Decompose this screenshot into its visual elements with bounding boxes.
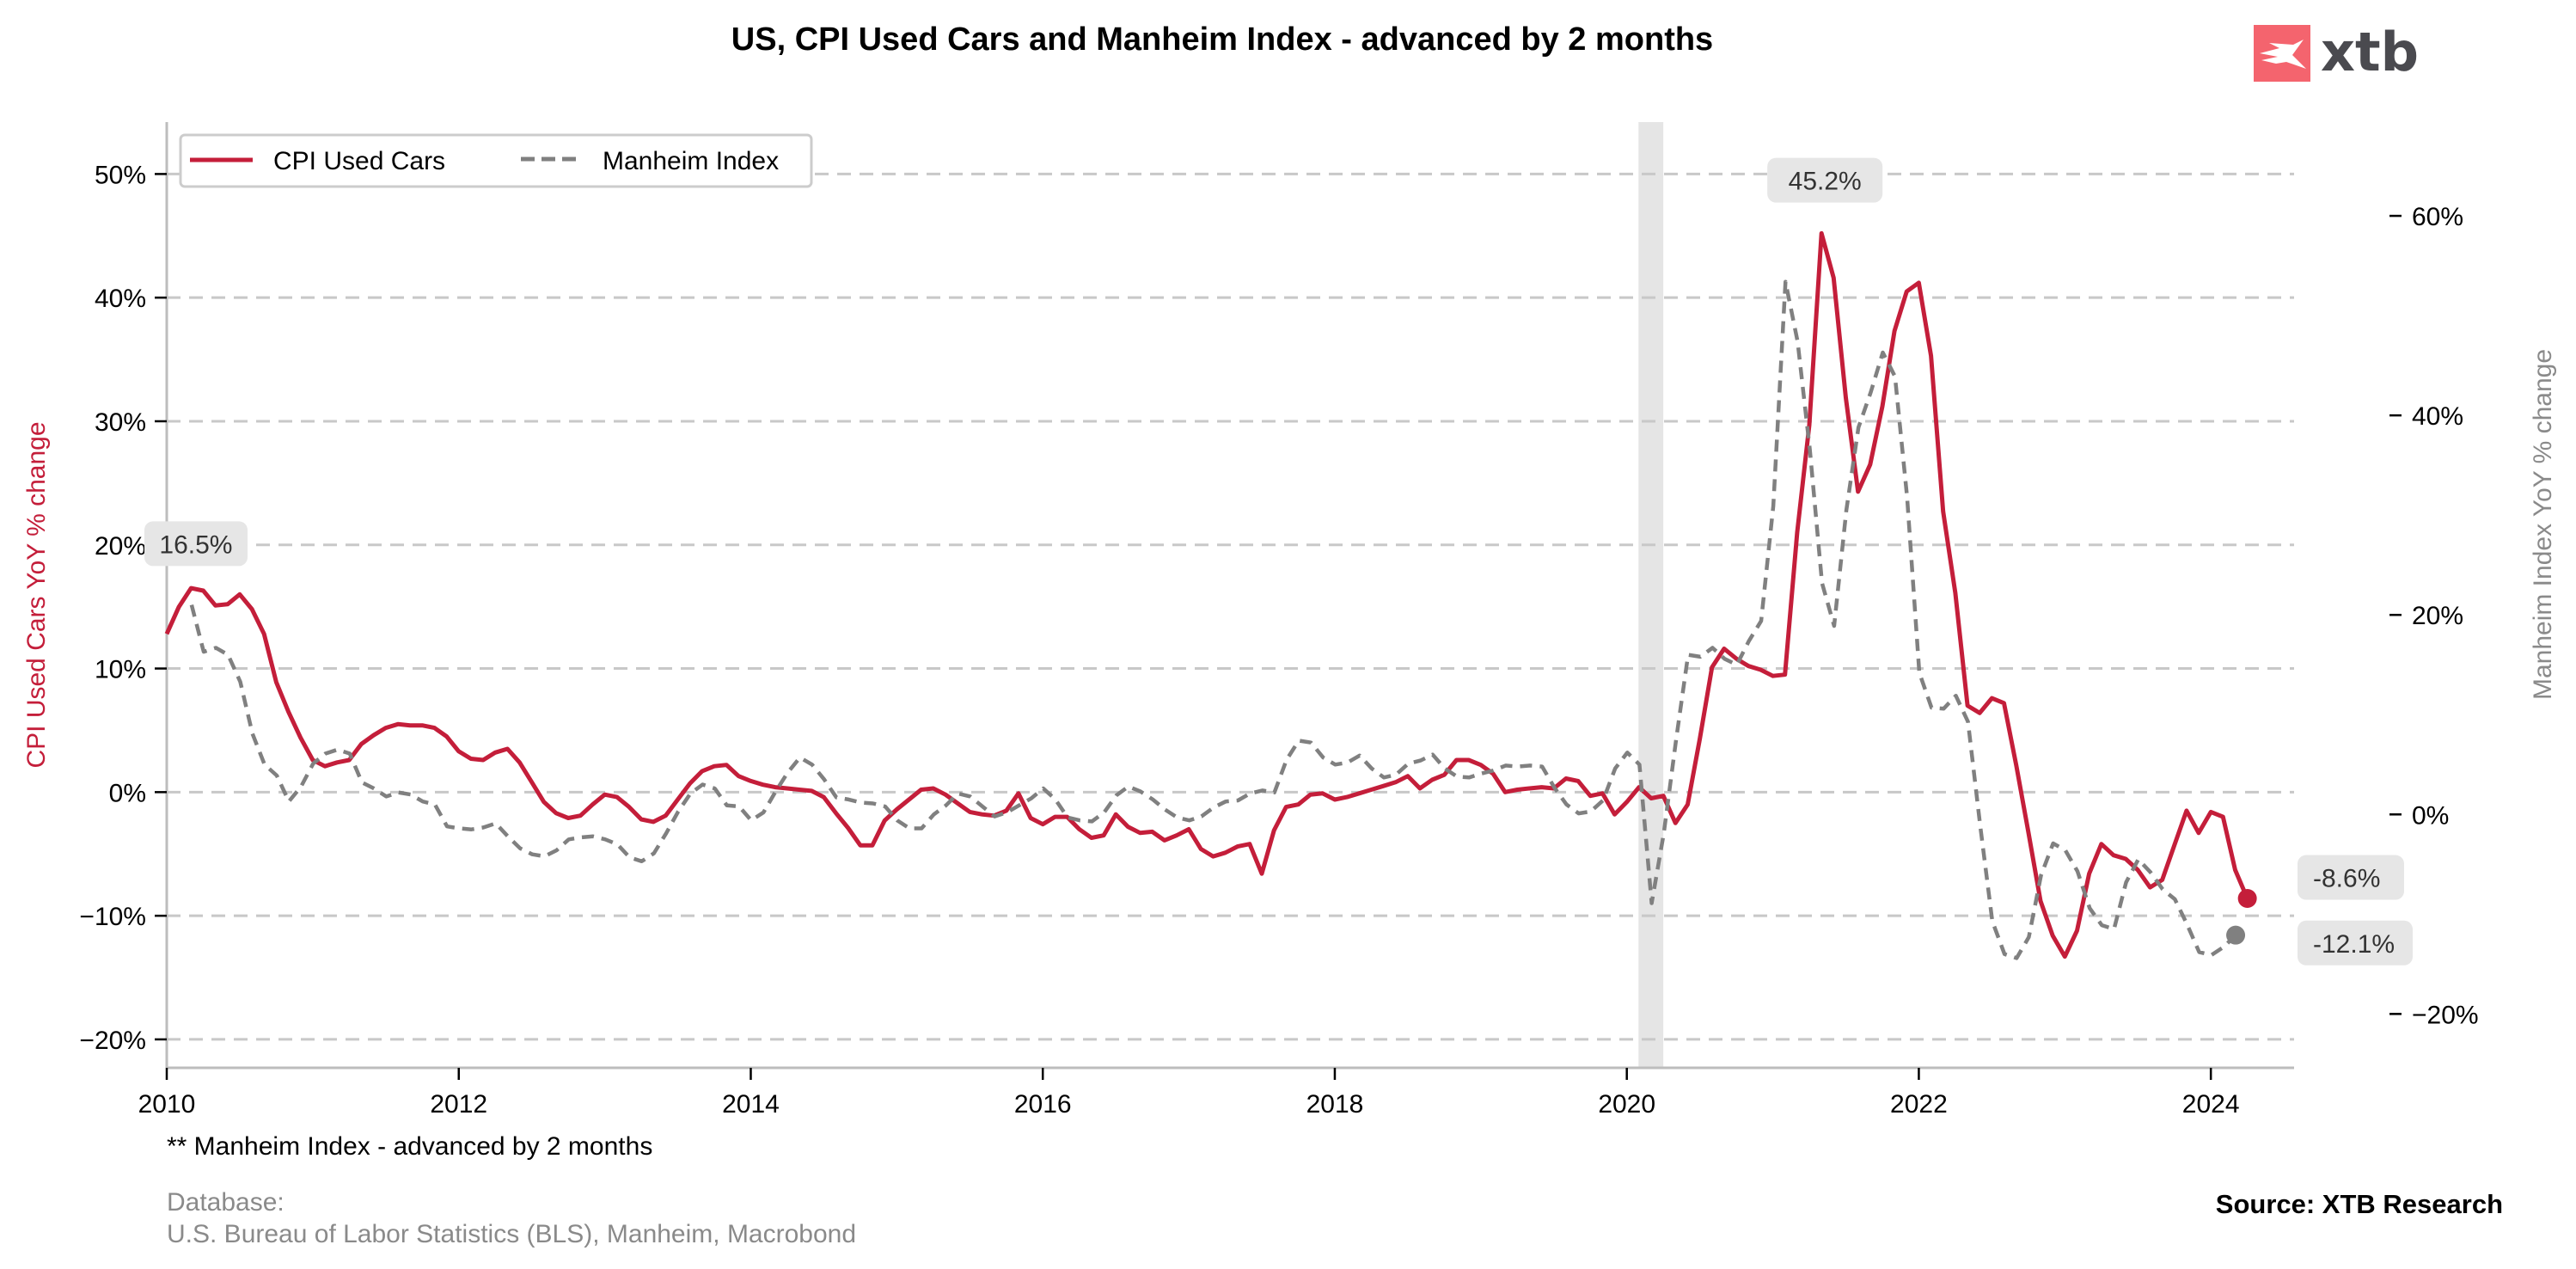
legend-label-manheim: Manheim Index	[603, 147, 779, 175]
annotation-label: 16.5%	[159, 530, 232, 559]
left-tick-label: 50%	[95, 161, 146, 189]
x-tick-label: 2014	[722, 1090, 780, 1119]
x-tick-label: 2012	[430, 1090, 487, 1119]
right-axis-label: Manheim Index YoY % change	[2529, 349, 2557, 700]
annotation-box	[2298, 855, 2404, 900]
logo-text: xtb	[2321, 21, 2419, 83]
x-axis-ticks: 2010 2012 2014 2016 2018 2020 2022 2024	[138, 1068, 2240, 1119]
x-tick-label: 2016	[1014, 1090, 1072, 1119]
right-axis-ticks: 60% 40% 20% 0% −20%	[2389, 203, 2479, 1029]
xtb-logo: xtb	[2254, 21, 2419, 83]
series-line-manheim-index	[189, 279, 2237, 960]
annotation-box	[1767, 157, 1883, 203]
database-label: Database:	[167, 1188, 285, 1217]
series-endpoint-manheim	[2226, 925, 2246, 945]
left-tick-label: −20%	[79, 1027, 146, 1055]
legend-label-cpi: CPI Used Cars	[273, 147, 445, 175]
annotation-box	[144, 521, 248, 567]
right-tick-label: −20%	[2412, 1001, 2479, 1029]
right-tick-label: 60%	[2412, 203, 2463, 231]
x-tick-label: 2024	[2182, 1090, 2240, 1119]
series-group	[164, 230, 2257, 960]
legend: CPI Used Cars Manheim Index	[179, 133, 813, 188]
left-tick-label: 20%	[95, 532, 146, 561]
shaded-period	[1638, 122, 1664, 1068]
left-tick-label: 30%	[95, 408, 146, 437]
source-credit: Source: XTB Research	[2216, 1189, 2503, 1219]
series-endpoint-cpi	[2237, 889, 2257, 909]
left-axis-ticks: 50% 40% 30% 20% 10% 0% −10% −20%	[79, 161, 167, 1055]
right-tick-label: 20%	[2412, 602, 2463, 630]
x-tick-label: 2022	[1890, 1090, 1948, 1119]
database-sources: U.S. Bureau of Labor Statistics (BLS), M…	[167, 1220, 856, 1248]
left-tick-label: 40%	[95, 285, 146, 313]
left-tick-label: −10%	[79, 903, 146, 931]
chart-title: US, CPI Used Cars and Manheim Index - ad…	[731, 21, 1713, 58]
series-line-cpi-used-cars	[164, 230, 2249, 959]
left-tick-label: 0%	[109, 779, 146, 807]
x-tick-label: 2010	[138, 1090, 196, 1119]
x-tick-label: 2018	[1306, 1090, 1364, 1119]
annotation-label: -12.1%	[2313, 930, 2395, 959]
annotation-label: 45.2%	[1789, 168, 1862, 196]
x-tick-label: 2020	[1598, 1090, 1655, 1119]
left-tick-label: 10%	[95, 656, 146, 684]
right-tick-label: 40%	[2412, 402, 2463, 431]
legend-box	[179, 133, 813, 188]
right-tick-label: 0%	[2412, 801, 2449, 830]
annotation-label: -8.6%	[2313, 865, 2380, 893]
left-axis-label: CPI Used Cars YoY % change	[22, 421, 51, 768]
annotation-box	[2298, 920, 2413, 966]
logo-x-glyph-icon	[2260, 40, 2306, 69]
footnote: ** Manheim Index - advanced by 2 months	[167, 1132, 652, 1161]
annotations: 16.5% 45.2% -8.6% -12.1%	[144, 157, 2413, 966]
gridlines	[167, 172, 2294, 1041]
